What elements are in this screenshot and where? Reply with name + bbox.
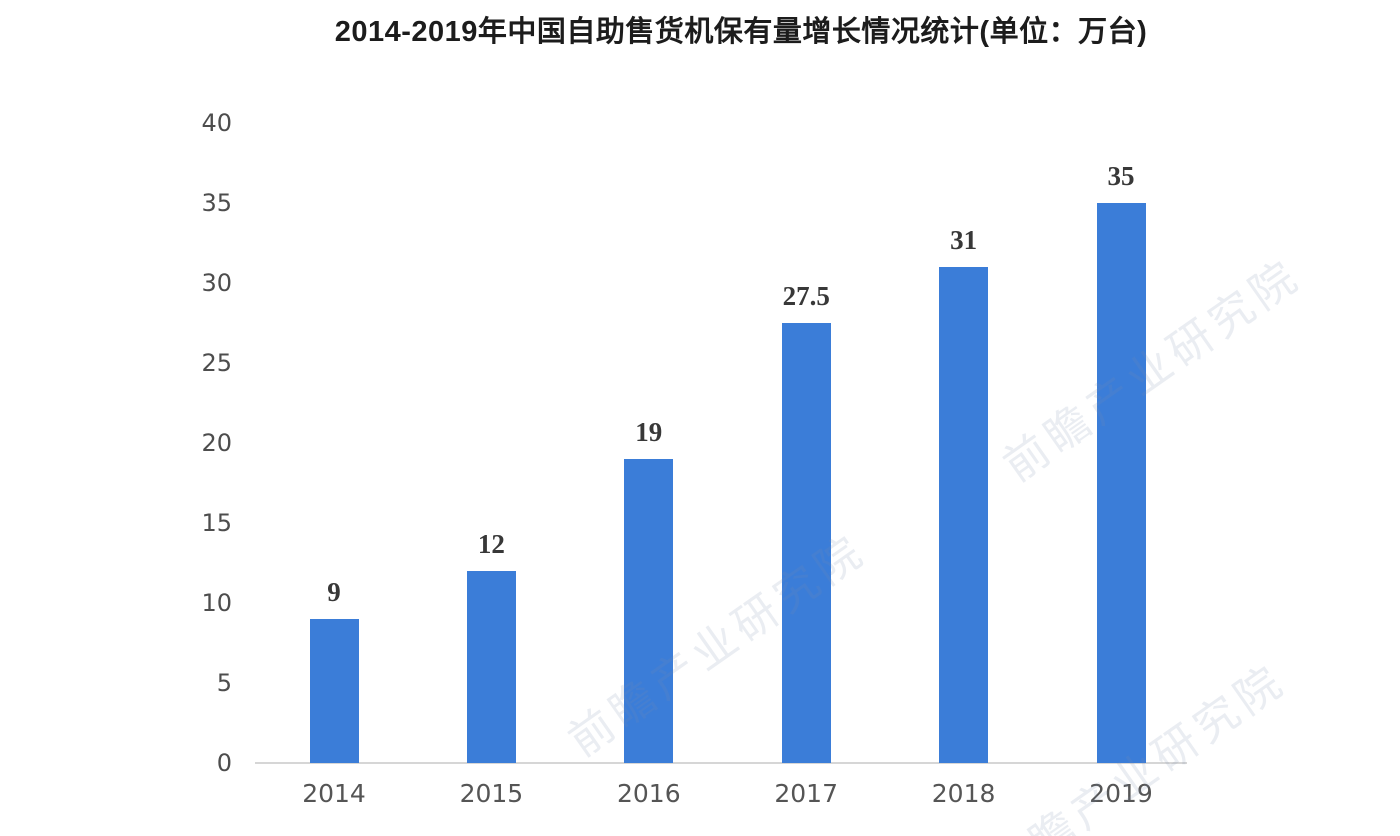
x-tick-label: 2019 bbox=[1089, 779, 1153, 808]
y-tick-label: 20 bbox=[201, 429, 232, 457]
bar-value-label: 27.5 bbox=[782, 281, 830, 311]
bar-2016 bbox=[624, 459, 674, 763]
bar-value-label: 19 bbox=[635, 417, 663, 447]
bar-value-label: 31 bbox=[950, 225, 978, 255]
bar-value-label: 35 bbox=[1107, 161, 1135, 191]
y-tick-label: 25 bbox=[201, 349, 232, 377]
y-tick-label: 15 bbox=[201, 509, 232, 537]
x-tick-label: 2018 bbox=[931, 779, 996, 808]
y-tick-label: 0 bbox=[216, 749, 232, 777]
chart-title: 2014-2019年中国自助售货机保有量增长情况统计(单位：万台) bbox=[334, 16, 1148, 48]
bar-2018 bbox=[939, 267, 989, 763]
x-tick-label: 2015 bbox=[459, 779, 524, 808]
bar-2019 bbox=[1096, 203, 1146, 763]
bar-value-label: 9 bbox=[327, 577, 341, 607]
y-tick-label: 40 bbox=[201, 109, 232, 137]
y-tick-label: 35 bbox=[201, 189, 232, 217]
bar-2014 bbox=[309, 619, 359, 763]
bar-2015 bbox=[466, 571, 516, 763]
y-tick-label: 5 bbox=[216, 669, 232, 697]
bar-2017 bbox=[781, 323, 831, 763]
bar-value-label: 12 bbox=[477, 529, 505, 559]
x-tick-label: 2016 bbox=[616, 779, 681, 808]
watermark-text: 前瞻产业研究院 bbox=[994, 249, 1311, 492]
x-axis-line bbox=[255, 762, 1187, 764]
x-tick-label: 2017 bbox=[774, 779, 838, 808]
y-tick-label: 30 bbox=[201, 269, 232, 297]
x-tick-label: 2014 bbox=[302, 779, 366, 808]
y-tick-label: 10 bbox=[201, 589, 232, 617]
